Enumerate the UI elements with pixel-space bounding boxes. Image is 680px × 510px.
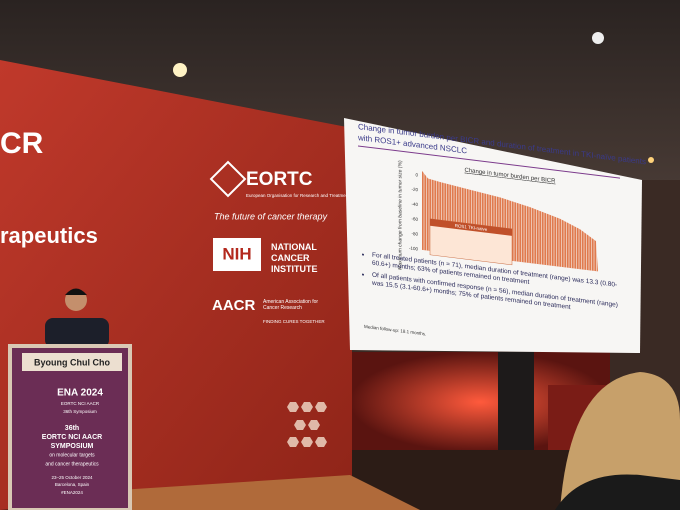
spotlight [173,63,187,77]
podium-dates: 23–25 October 2024 [51,475,93,480]
symposium-line: 36th [65,425,79,432]
y-ticks: 0 -20 -40 -60 -80 -100 [409,172,419,251]
podium-organizers: EORTC NCI AACR [61,401,100,406]
symposium-text: 36th EORTC NCI AACR SYMPOSIUM on molecular … [42,425,102,467]
y-tick-label: 0 [415,172,418,177]
podium-panel [12,348,128,508]
podium-hashtag: #ENA2024 [61,490,83,495]
logo-name: EORTC [246,169,313,190]
speaker-name: Byoung Chul Cho [34,357,110,367]
wall-title: CR [0,127,44,160]
speaker-hair [65,288,87,295]
y-axis-label: Maximum change from baseline in tumor si… [397,160,403,270]
logo-icon [209,160,247,198]
nih-box [213,238,261,271]
podium-brand: ENA 2024 [57,388,103,399]
logo-name: AACR [212,297,255,314]
slide-table-header-bg [430,218,512,236]
audience-head [560,372,680,510]
logo-name: NIH [222,244,251,263]
logo-tagline-box: NATIONAL CANCER INSTITUTE [271,242,318,274]
name-plate [22,353,122,371]
light [592,32,604,44]
logo-motto: The future of cancer therapy [214,211,328,221]
podium-edition: 36th Symposium [63,409,97,414]
wall-subtitle: rapeutics [0,223,98,248]
symposium-line: SYMPOSIUM [51,443,94,450]
logo-tagline: European Organisation for Research and T… [246,193,371,198]
audience-shoulder [555,474,680,510]
y-tick-label: -20 [412,187,419,193]
y-tick-label: -100 [409,245,418,251]
symposium-line: and cancer therapeutics [45,461,99,467]
slide-rule [358,145,620,179]
podium-place: Barcelona, Spain [55,482,90,487]
logo-tagline: NATIONAL CANCER INSTITUTE [271,242,318,274]
symposium-line: EORTC NCI AACR [42,434,102,441]
y-tick-label: -80 [412,231,419,237]
y-tick-label: -60 [412,216,419,222]
stage [120,475,420,510]
slide: Change in tumor burden per BICR and dura… [357,122,646,364]
logo-motto: FINDING CURES TOGETHER [263,319,325,324]
logo-tagline: American Association for Cancer Research [263,299,319,311]
slide-table-header: ROS1 TKI-naive [455,223,488,232]
logo-tagline-box: American Association for Cancer Research [263,299,319,311]
speaker-body [45,318,109,348]
y-tick-label: -40 [412,201,419,207]
hex-pattern [287,402,327,447]
light [648,157,654,163]
symposium-line: on molecular targets [49,452,95,458]
